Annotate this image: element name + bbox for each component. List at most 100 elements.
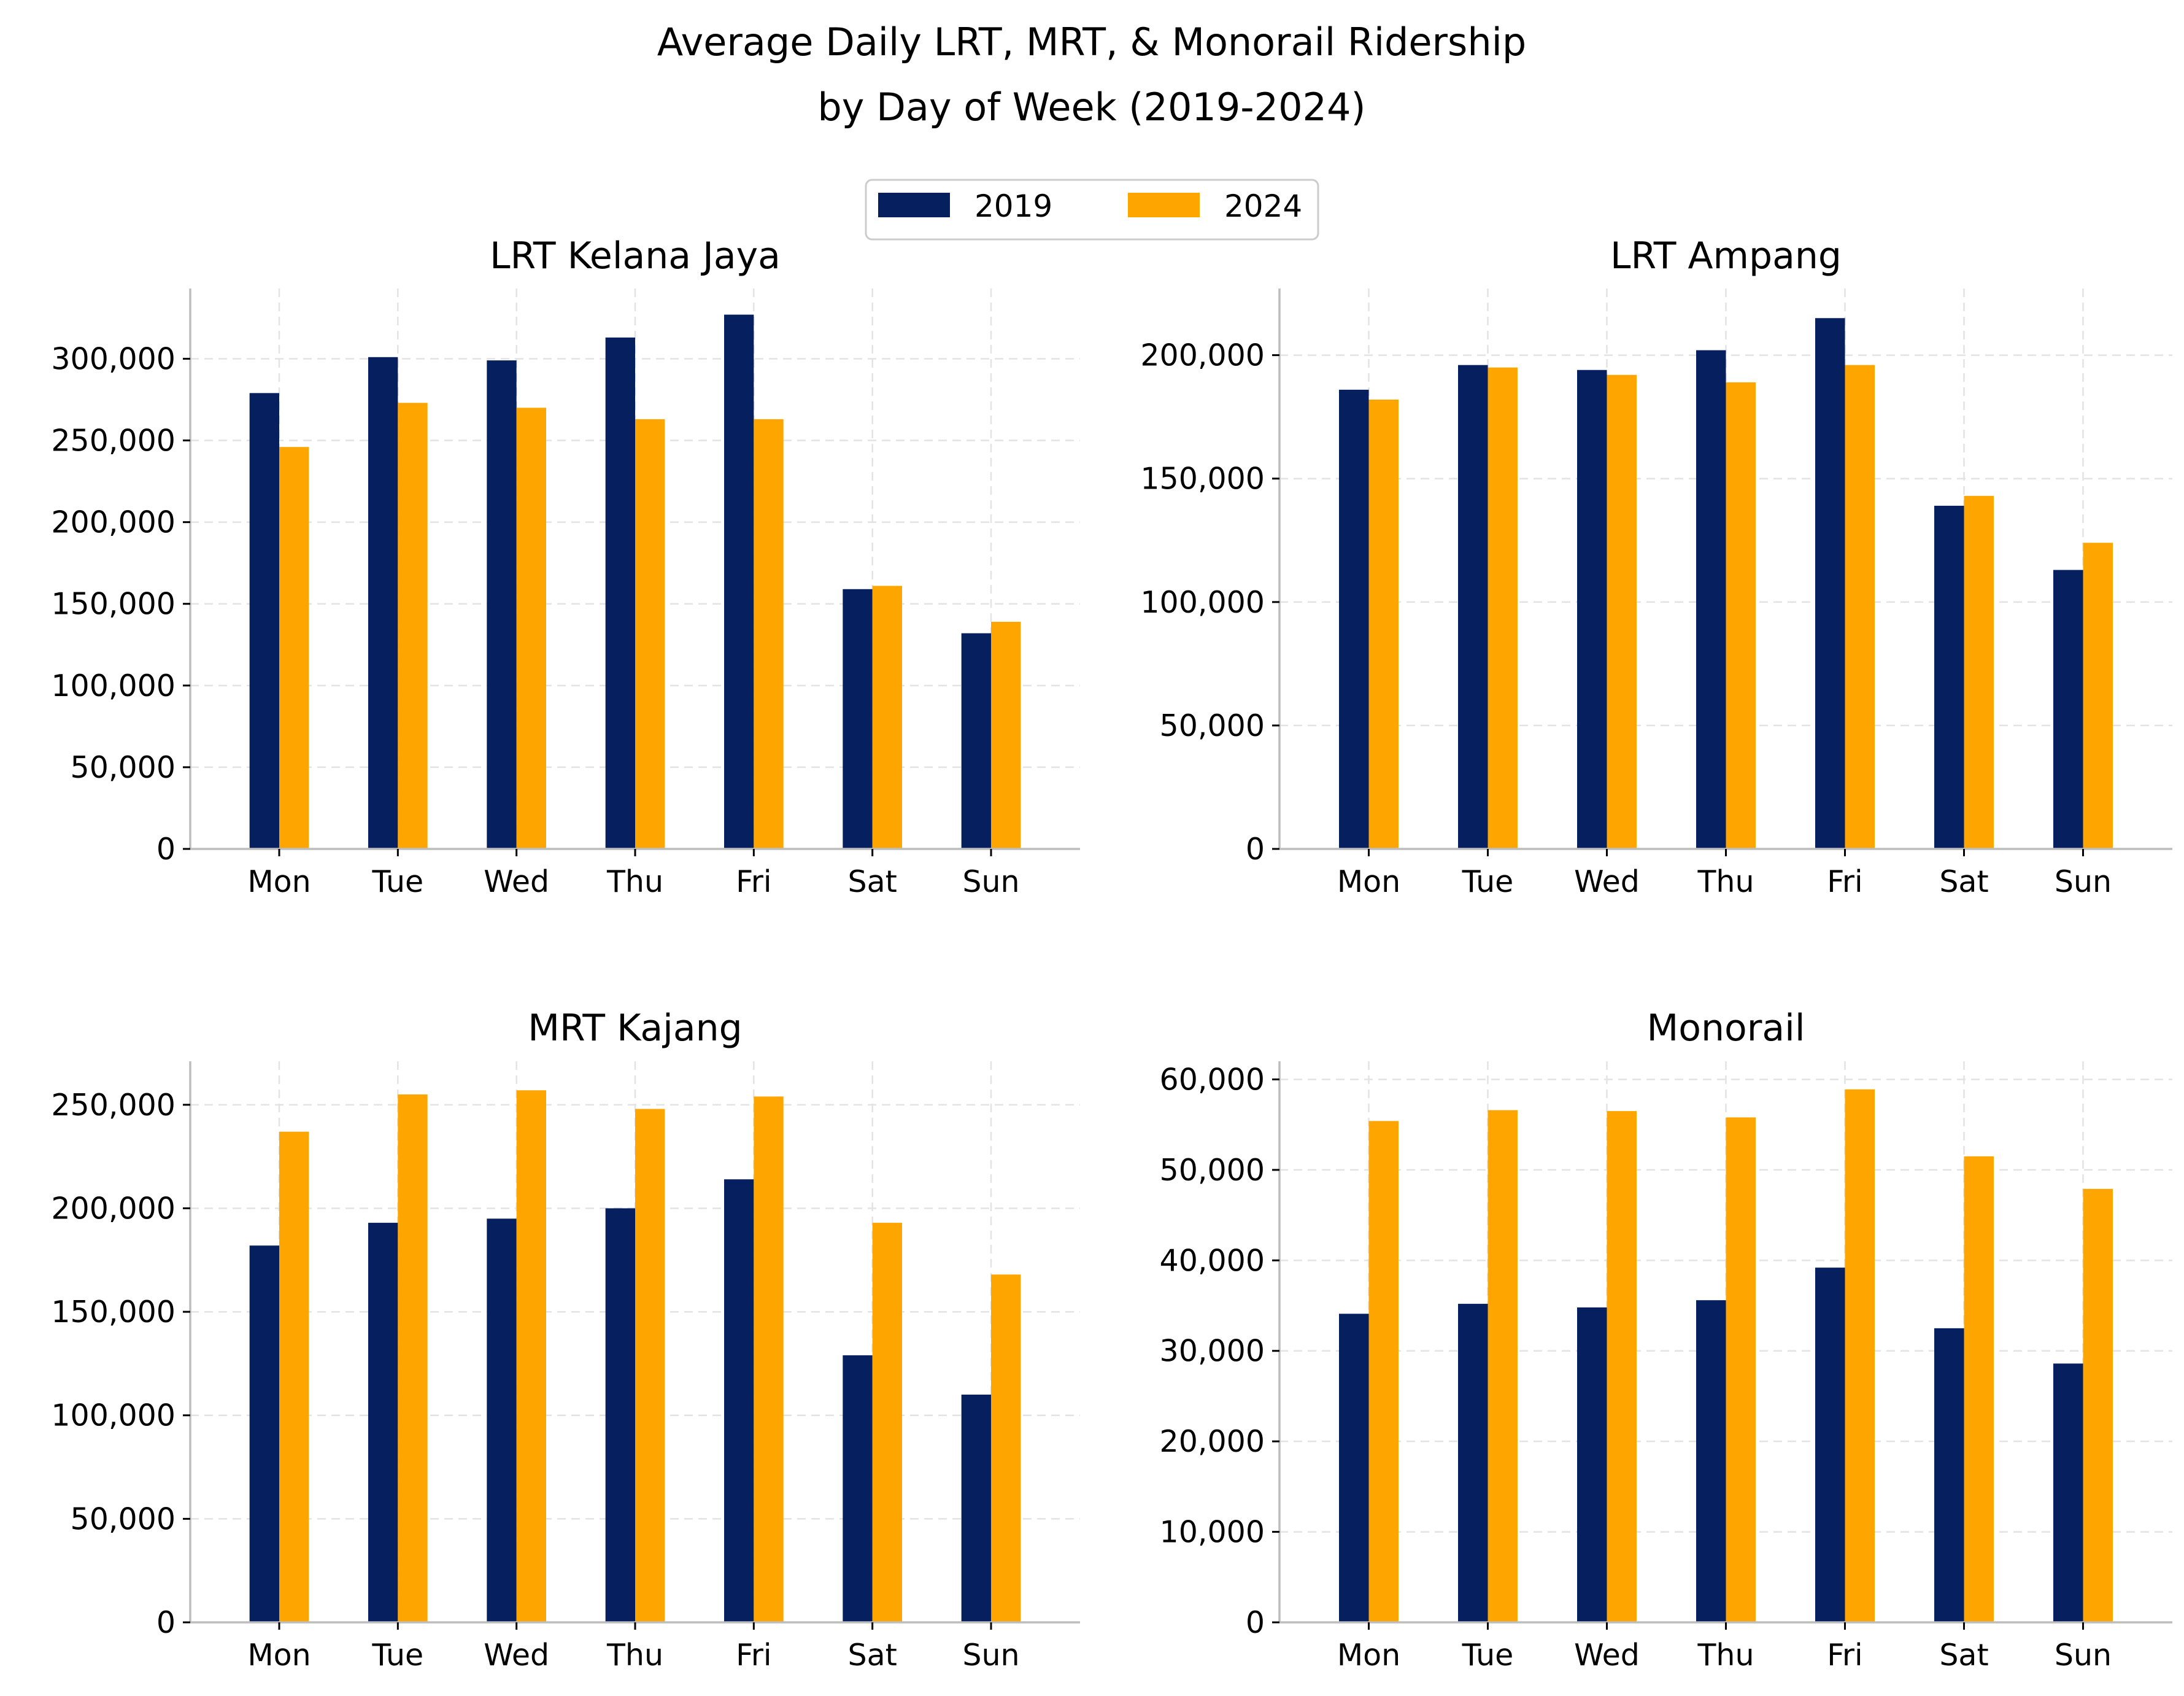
x-tick-label-fri: Fri xyxy=(736,864,771,899)
x-tick-label-thu: Thu xyxy=(606,1638,663,1673)
x-tick-label-wed: Wed xyxy=(1574,864,1640,899)
x-tick-label-sun: Sun xyxy=(962,1638,1019,1673)
subplot-monorail: Monorail 0 10,000 20,000 30,000 40,000 50,000 6… xyxy=(1160,1007,2172,1673)
x-tick-label-fri: Fri xyxy=(736,1638,771,1673)
bar-2019-mon xyxy=(1339,1314,1369,1622)
subplot-title: MRT Kajang xyxy=(528,1007,742,1050)
bar-2019-sun xyxy=(2053,1363,2083,1622)
x-tick-label-thu: Thu xyxy=(1697,1638,1754,1673)
bar-2019-mon xyxy=(249,393,279,849)
y-tick-label: 0 xyxy=(156,1605,176,1640)
legend-label-2024: 2024 xyxy=(1224,188,1302,224)
y-tick-label: 0 xyxy=(1246,1605,1265,1640)
bar-2024-sat xyxy=(1964,1156,1994,1622)
x-tick-label-sat: Sat xyxy=(1939,864,1988,899)
figure-title-line2: by Day of Week (2019-2024) xyxy=(817,85,1365,130)
bar-2019-sat xyxy=(1934,1328,1964,1622)
bar-2024-sun xyxy=(2083,543,2113,849)
bar-2019-tue xyxy=(1458,365,1488,849)
x-tick-label-mon: Mon xyxy=(1337,864,1400,899)
x-tick-label-tue: Tue xyxy=(371,864,423,899)
bar-2024-mon xyxy=(279,447,309,849)
x-tick-label-fri: Fri xyxy=(1827,864,1862,899)
x-tick-label-sat: Sat xyxy=(847,1638,897,1673)
x-tick-label-sat: Sat xyxy=(1939,1638,1988,1673)
y-tick-label: 100,000 xyxy=(51,668,176,703)
legend-swatch-2024 xyxy=(1128,193,1200,217)
bar-2019-tue xyxy=(368,357,398,849)
bar-2024-tue xyxy=(398,403,428,849)
bar-2019-wed xyxy=(487,360,517,849)
bar-2024-mon xyxy=(279,1131,309,1622)
x-tick-label-sat: Sat xyxy=(847,864,897,899)
legend-swatch-2019 xyxy=(878,193,950,217)
x-tick-label-tue: Tue xyxy=(371,1638,423,1673)
subplot-lrt-ampang: LRT Ampang 0 50,000 100,000 150,000 200,000 Mo… xyxy=(1140,234,2172,899)
bar-2024-tue xyxy=(1488,367,1518,849)
bar-2024-tue xyxy=(398,1094,428,1622)
bar-2019-fri xyxy=(1815,318,1845,849)
y-tick-label: 250,000 xyxy=(51,1088,176,1123)
y-tick-label: 200,000 xyxy=(1140,338,1265,373)
bar-2024-fri xyxy=(1845,1089,1875,1622)
y-tick-label: 50,000 xyxy=(71,1501,176,1536)
y-tick-label: 0 xyxy=(156,832,176,867)
bar-2019-thu xyxy=(1696,1300,1726,1622)
x-tick-label-fri: Fri xyxy=(1827,1638,1862,1673)
x-tick-label-sun: Sun xyxy=(2055,864,2112,899)
bar-2024-fri xyxy=(1845,365,1875,849)
x-tick-label-sun: Sun xyxy=(2055,1638,2112,1673)
bar-2024-thu xyxy=(1726,1117,1756,1622)
bar-2019-tue xyxy=(368,1223,398,1622)
bar-2019-sat xyxy=(843,1355,873,1622)
y-tick-label: 100,000 xyxy=(51,1398,176,1433)
y-tick-label: 50,000 xyxy=(1160,1153,1265,1188)
bar-2019-thu xyxy=(1696,350,1726,849)
subplot-mrt-kajang: MRT Kajang 0 50,000 100,000 150,000 200,000 25… xyxy=(51,1007,1080,1673)
bar-2024-wed xyxy=(1607,1111,1637,1622)
bar-2019-mon xyxy=(249,1245,279,1622)
legend-label-2019: 2019 xyxy=(974,188,1052,224)
x-tick-label-sun: Sun xyxy=(962,864,1019,899)
bar-2019-sun xyxy=(961,1395,991,1622)
bar-2024-sat xyxy=(872,1223,902,1622)
y-tick-label: 150,000 xyxy=(51,587,176,622)
bar-2024-sun xyxy=(2083,1188,2113,1622)
bar-2019-fri xyxy=(1815,1268,1845,1622)
y-tick-label: 150,000 xyxy=(1140,462,1265,497)
y-tick-label: 30,000 xyxy=(1160,1334,1265,1369)
x-tick-label-thu: Thu xyxy=(1697,864,1754,899)
x-tick-label-wed: Wed xyxy=(484,864,549,899)
bar-2019-sun xyxy=(961,633,991,849)
bar-2019-tue xyxy=(1458,1304,1488,1622)
bar-2019-thu xyxy=(605,337,635,849)
bar-2024-fri xyxy=(754,1096,784,1622)
y-tick-label: 300,000 xyxy=(51,341,176,376)
y-tick-label: 250,000 xyxy=(51,424,176,459)
y-tick-label: 150,000 xyxy=(51,1295,176,1330)
y-tick-label: 0 xyxy=(1246,832,1265,867)
figure-title-line1: Average Daily LRT, MRT, & Monorail Rider… xyxy=(657,20,1526,64)
bar-2019-sat xyxy=(1934,505,1964,849)
bar-2024-sat xyxy=(1964,495,1994,849)
y-tick-label: 100,000 xyxy=(1140,585,1265,620)
subplot-title: LRT Ampang xyxy=(1610,234,1842,277)
y-tick-label: 50,000 xyxy=(1160,708,1265,743)
bar-2024-mon xyxy=(1368,399,1399,849)
x-tick-label-wed: Wed xyxy=(484,1638,549,1673)
x-tick-label-tue: Tue xyxy=(1462,1638,1514,1673)
legend: 2019 2024 xyxy=(865,179,1319,241)
bar-2024-thu xyxy=(635,419,665,849)
bar-2024-mon xyxy=(1368,1121,1399,1622)
y-tick-label: 60,000 xyxy=(1160,1062,1265,1097)
bar-2024-wed xyxy=(1607,374,1637,849)
bar-2019-wed xyxy=(1577,370,1607,849)
bar-2024-fri xyxy=(754,419,784,849)
bar-2024-wed xyxy=(516,408,546,849)
x-tick-label-mon: Mon xyxy=(247,1638,311,1673)
y-tick-label: 200,000 xyxy=(51,505,176,540)
bar-2019-wed xyxy=(1577,1307,1607,1622)
y-tick-label: 50,000 xyxy=(71,750,176,785)
bar-2019-wed xyxy=(487,1218,517,1622)
bar-2024-tue xyxy=(1488,1110,1518,1622)
